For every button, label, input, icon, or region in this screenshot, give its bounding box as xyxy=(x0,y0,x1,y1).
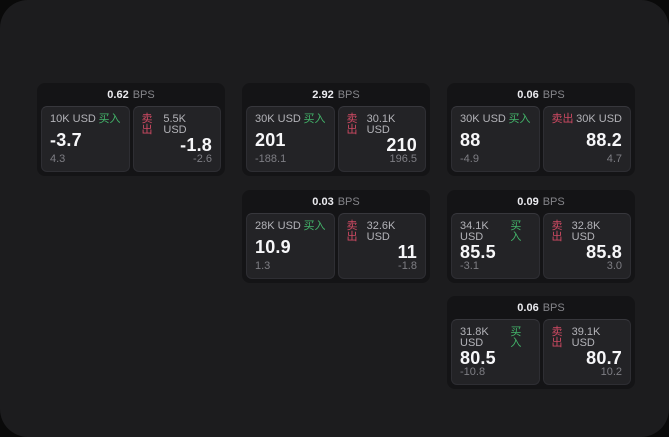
card-header: 0.09 BPS xyxy=(451,190,631,213)
sell-amount: 30K USD xyxy=(576,113,622,125)
sell-amount: 32.8K USD xyxy=(571,220,601,243)
quote-card: 0.62 BPS 10K USD 买入 -3.7 4.3 卖出 5.5K USD… xyxy=(37,83,225,176)
buy-delta: -188.1 xyxy=(255,153,287,165)
buy-side-label: 买入 xyxy=(98,113,121,125)
sell-price: 85.8 xyxy=(586,242,622,262)
sell-amount: 32.6K USD xyxy=(366,220,396,243)
bps-value: 0.06 xyxy=(517,88,539,101)
sell-delta: -2.6 xyxy=(193,153,212,165)
sell-panel[interactable]: 卖出 5.5K USD -1.8 -2.6 xyxy=(132,106,221,172)
sell-delta: 3.0 xyxy=(606,260,622,272)
sell-delta: 196.5 xyxy=(389,153,417,165)
buy-side-label: 买入 xyxy=(510,326,522,349)
card-header: 0.03 BPS xyxy=(246,190,426,213)
buy-side-label: 买入 xyxy=(510,220,522,243)
buy-price: -3.7 xyxy=(50,129,82,150)
quote-card: 0.06 BPS 30K USD 买入 88 -4.9 卖出 30K USD 8… xyxy=(447,83,635,176)
buy-delta: -4.9 xyxy=(460,153,479,165)
buy-delta: 4.3 xyxy=(50,153,66,165)
quote-card: 0.09 BPS 34.1K USD 买入 85.5 -3.1 卖出 32.8K… xyxy=(447,190,635,283)
sell-delta: 10.2 xyxy=(600,366,622,378)
sell-side-label: 卖出 xyxy=(346,113,358,136)
sell-delta: -1.8 xyxy=(398,260,417,272)
buy-panel[interactable]: 31.8K USD 买入 80.5 -10.8 xyxy=(451,319,540,385)
sell-price: 80.7 xyxy=(586,348,622,368)
quote-card: 2.92 BPS 30K USD 买入 201 -188.1 卖出 30.1K … xyxy=(242,83,430,176)
sell-price: 210 xyxy=(386,135,417,155)
buy-panel[interactable]: 30K USD 买入 88 -4.9 xyxy=(451,106,540,172)
buy-amount: 31.8K USD xyxy=(460,326,489,349)
quote-card: 0.06 BPS 31.8K USD 买入 80.5 -10.8 卖出 39.1… xyxy=(447,296,635,389)
buy-panel[interactable]: 30K USD 买入 201 -188.1 xyxy=(246,106,335,172)
bps-value: 2.92 xyxy=(312,88,334,101)
bps-unit-label: BPS xyxy=(132,88,155,101)
buy-amount: 34.1K USD xyxy=(460,220,489,243)
buy-side-label: 买入 xyxy=(303,113,326,125)
buy-price: 88 xyxy=(460,129,481,150)
sell-amount: 5.5K USD xyxy=(163,113,187,136)
bps-value: 0.06 xyxy=(517,301,539,314)
bps-value: 0.03 xyxy=(312,195,334,208)
buy-price: 10.9 xyxy=(255,236,291,257)
sell-delta: 4.7 xyxy=(606,153,622,165)
card-header: 0.62 BPS xyxy=(41,83,221,106)
sell-price: 11 xyxy=(397,242,417,262)
sell-panel[interactable]: 卖出 30.1K USD 210 196.5 xyxy=(337,106,426,172)
buy-delta: 1.3 xyxy=(255,260,271,272)
sell-side-label: 卖出 xyxy=(346,220,358,243)
card-header: 0.06 BPS xyxy=(451,296,631,319)
sell-amount: 30.1K USD xyxy=(366,113,396,136)
bps-unit-label: BPS xyxy=(542,301,565,314)
buy-amount: 30K USD xyxy=(460,113,506,125)
buy-panel[interactable]: 34.1K USD 买入 85.5 -3.1 xyxy=(451,213,540,279)
buy-price: 85.5 xyxy=(460,242,496,262)
sell-panel[interactable]: 卖出 32.8K USD 85.8 3.0 xyxy=(542,213,631,279)
buy-price: 201 xyxy=(255,129,286,150)
bps-value: 0.09 xyxy=(517,195,539,208)
bps-unit-label: BPS xyxy=(542,195,565,208)
sell-amount: 39.1K USD xyxy=(571,326,601,349)
buy-side-label: 买入 xyxy=(303,220,326,232)
sell-side-label: 卖出 xyxy=(141,113,153,136)
sell-panel[interactable]: 卖出 39.1K USD 80.7 10.2 xyxy=(542,319,631,385)
buy-amount: 28K USD xyxy=(255,220,301,232)
buy-price: 80.5 xyxy=(460,348,496,368)
sell-price: -1.8 xyxy=(180,135,212,155)
bps-unit-label: BPS xyxy=(337,88,360,101)
card-header: 2.92 BPS xyxy=(246,83,426,106)
bps-value: 0.62 xyxy=(107,88,129,101)
buy-panel[interactable]: 10K USD 买入 -3.7 4.3 xyxy=(41,106,130,172)
sell-price: 88.2 xyxy=(586,129,622,150)
sell-side-label: 卖出 xyxy=(551,326,563,349)
buy-amount: 10K USD xyxy=(50,113,96,125)
bps-unit-label: BPS xyxy=(542,88,565,101)
buy-delta: -10.8 xyxy=(460,366,486,378)
sell-panel[interactable]: 卖出 32.6K USD 11 -1.8 xyxy=(337,213,426,279)
sell-side-label: 卖出 xyxy=(551,113,574,125)
buy-panel[interactable]: 28K USD 买入 10.9 1.3 xyxy=(246,213,335,279)
card-header: 0.06 BPS xyxy=(451,83,631,106)
buy-amount: 30K USD xyxy=(255,113,301,125)
quote-card: 0.03 BPS 28K USD 买入 10.9 1.3 卖出 32.6K US… xyxy=(242,190,430,283)
sell-side-label: 卖出 xyxy=(551,220,563,243)
bps-unit-label: BPS xyxy=(337,195,360,208)
sell-panel[interactable]: 卖出 30K USD 88.2 4.7 xyxy=(542,106,631,172)
buy-delta: -3.1 xyxy=(460,260,479,272)
buy-side-label: 买入 xyxy=(508,113,531,125)
